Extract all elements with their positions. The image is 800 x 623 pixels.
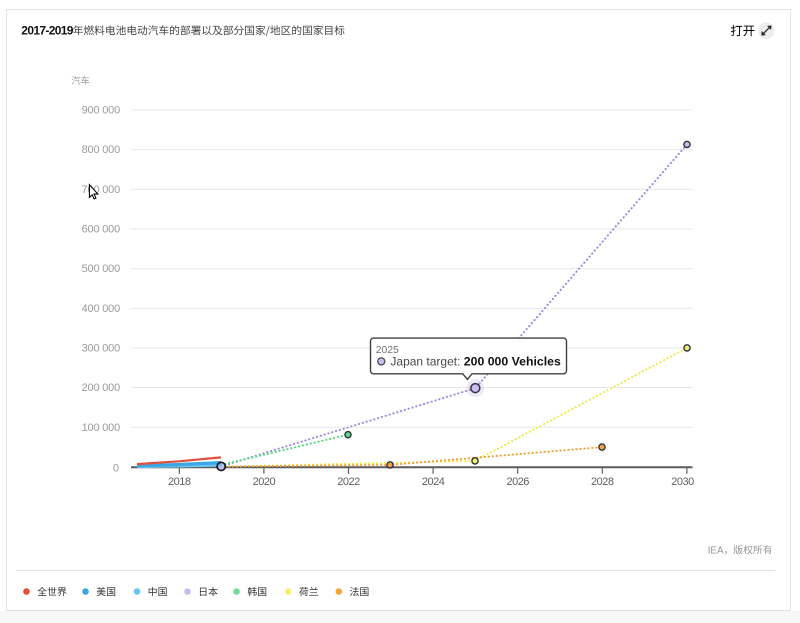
svg-text:200 000: 200 000 — [82, 382, 120, 394]
svg-text:800 000: 800 000 — [82, 144, 120, 156]
svg-text:2022: 2022 — [337, 476, 360, 488]
svg-text:2020: 2020 — [253, 476, 276, 488]
svg-text:2018: 2018 — [168, 476, 191, 488]
svg-text:400 000: 400 000 — [82, 303, 120, 315]
svg-text:IEA: IEA — [708, 545, 724, 556]
svg-text:2024: 2024 — [422, 476, 445, 488]
svg-text:2030: 2030 — [671, 476, 694, 488]
svg-text:500 000: 500 000 — [82, 263, 120, 275]
svg-text:100 000: 100 000 — [82, 422, 120, 434]
svg-text:900 000: 900 000 — [82, 105, 120, 117]
svg-text:2026: 2026 — [506, 476, 529, 488]
svg-text:700 000: 700 000 — [82, 184, 120, 196]
svg-text:600 000: 600 000 — [82, 224, 120, 236]
svg-text:2017-2019: 2017-2019 — [21, 23, 74, 37]
svg-text:300 000: 300 000 — [82, 343, 120, 355]
svg-text:2028: 2028 — [591, 476, 614, 488]
svg-text:Japan target: 200 000 Vehicles: Japan target: 200 000 Vehicles — [390, 355, 561, 369]
svg-text:2025: 2025 — [376, 345, 399, 356]
svg-text:0: 0 — [113, 463, 119, 475]
